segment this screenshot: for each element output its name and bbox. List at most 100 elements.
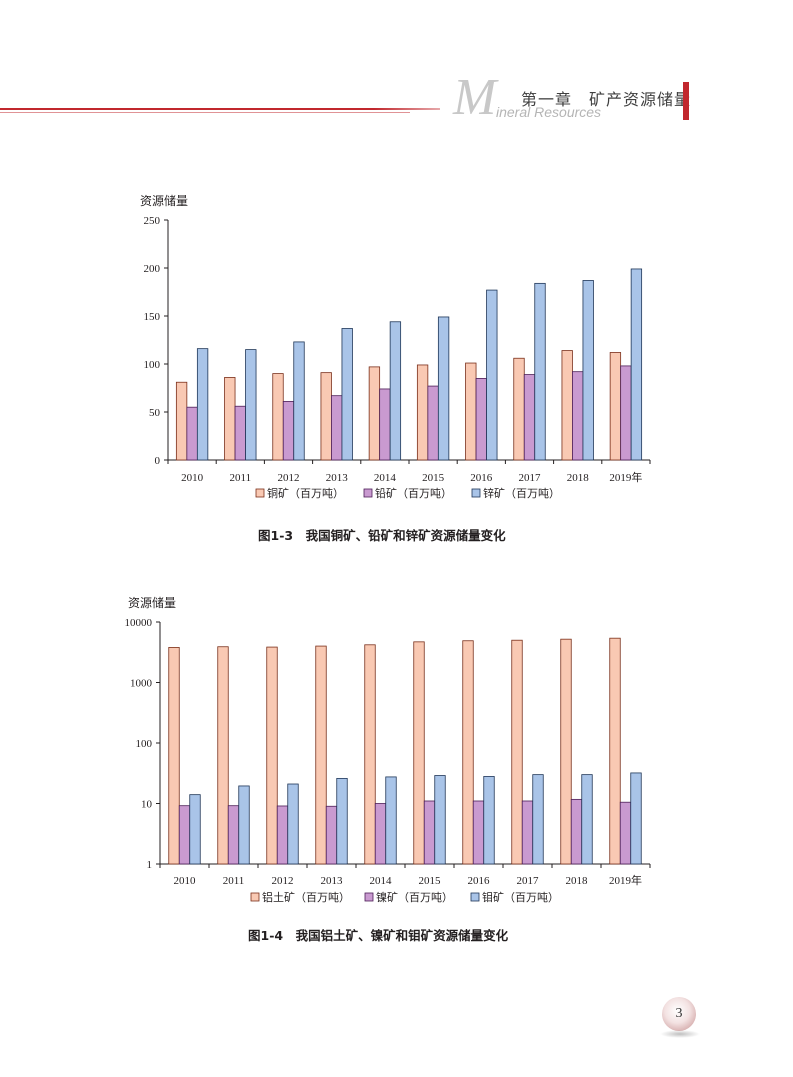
y-tick-label: 100 — [144, 359, 161, 371]
y-tick-label: 200 — [144, 263, 161, 275]
legend-label: 铅矿（百万吨） — [375, 486, 452, 500]
bar-1-2013 — [320, 372, 332, 461]
legend-swatch — [364, 892, 374, 902]
x-tick-label: 2018 — [566, 875, 589, 887]
figure-caption-1-4: 图1-4 我国铝土矿、镍矿和钼矿资源储量变化 — [248, 928, 509, 943]
x-tick-label: 2016 — [470, 472, 493, 484]
bar-2-2011 — [227, 805, 240, 865]
x-tick-label: 2010 — [181, 472, 204, 484]
bar-2-2010 — [186, 406, 198, 461]
bar-1-2018 — [560, 638, 572, 865]
legend-swatch — [255, 488, 265, 498]
bar-2-2013 — [325, 805, 338, 865]
bar-3-2011 — [245, 349, 257, 461]
bar-1-2015 — [413, 641, 425, 865]
bar-2-2016 — [475, 377, 487, 461]
x-tick-label: 2019年 — [609, 470, 642, 484]
bar-3-2011 — [238, 785, 250, 865]
bar-3-2016 — [483, 776, 495, 865]
bar-3-2010 — [189, 794, 201, 865]
y-tick-label: 100 — [136, 738, 153, 750]
bar-1-2017 — [511, 639, 523, 865]
bar-2-2018 — [572, 371, 584, 461]
bar-3-2015 — [437, 316, 450, 461]
y-tick-label: 50 — [149, 407, 161, 419]
bar-1-2012 — [272, 373, 284, 461]
bar-2-2017 — [523, 374, 536, 461]
bar-2-2014 — [374, 803, 387, 865]
header-rule — [0, 108, 440, 110]
y-axis-title: 资源储量 — [140, 193, 188, 208]
x-tick-label: 2018 — [567, 472, 590, 484]
bar-3-2012 — [287, 783, 299, 865]
legend-swatch — [470, 892, 480, 902]
x-tick-label: 2011 — [230, 472, 252, 484]
legend-label: 锌矿（百万吨） — [483, 486, 560, 500]
bar-2-2014 — [379, 388, 391, 461]
x-tick-label: 2010 — [174, 875, 197, 887]
bar-1-2013 — [315, 645, 327, 865]
bar-2-2012 — [282, 401, 295, 461]
bar-1-2018 — [561, 350, 573, 461]
x-tick-label: 2012 — [278, 472, 300, 484]
bar-3-2017 — [534, 282, 546, 461]
page-number-shadow — [660, 1030, 700, 1038]
bar-3-2018 — [582, 280, 594, 461]
x-tick-label: 2015 — [419, 875, 442, 887]
bar-3-2014 — [385, 776, 397, 865]
bar-1-2017 — [513, 357, 525, 461]
chapter-title: 第一章 矿产资源储量 — [521, 90, 692, 109]
x-tick-label: 2019年 — [609, 873, 642, 887]
legend-label: 铜矿（百万吨） — [267, 486, 344, 500]
bar-2-2018 — [570, 798, 583, 865]
y-tick-label: 0 — [155, 455, 161, 467]
bar-1-2011 — [217, 646, 229, 865]
legend-swatch — [471, 488, 481, 498]
x-tick-label: 2013 — [321, 875, 344, 887]
x-tick-label: 2015 — [422, 472, 445, 484]
legend-label: 铝土矿（百万吨） — [262, 890, 350, 904]
bar-2-2019年 — [620, 365, 632, 461]
bar-3-2016 — [486, 289, 498, 461]
bar-3-2018 — [581, 774, 593, 865]
bar-1-2012 — [266, 646, 278, 865]
y-tick-label: 10000 — [125, 617, 153, 629]
header-accent-bar — [683, 82, 689, 120]
y-tick-label: 10 — [141, 799, 153, 811]
bar-2-2011 — [234, 405, 246, 461]
bar-3-2014 — [389, 321, 402, 461]
bar-1-2019年 — [609, 352, 622, 461]
figure-caption-1-3: 图1-3 我国铜矿、铅矿和锌矿资源储量变化 — [258, 528, 506, 543]
x-tick-label: 2017 — [519, 472, 542, 484]
y-axis-title: 资源储量 — [128, 595, 176, 610]
header-rule-thin — [0, 112, 410, 113]
x-tick-label: 2012 — [272, 875, 294, 887]
legend-swatch — [250, 892, 260, 902]
x-tick-label: 2014 — [374, 472, 397, 484]
y-tick-label: 1000 — [130, 678, 153, 690]
y-tick-label: 250 — [144, 215, 161, 227]
bar-1-2014 — [364, 644, 376, 865]
y-tick-label: 150 — [144, 311, 161, 323]
bar-3-2010 — [196, 348, 209, 461]
x-tick-label: 2013 — [326, 472, 349, 484]
bar-1-2011 — [224, 377, 236, 461]
chapter-subtitle-en: ineral Resources — [496, 104, 602, 120]
bar-2-2013 — [331, 395, 343, 461]
bar-2-2019年 — [619, 801, 632, 865]
page-number: 3 — [662, 997, 696, 1031]
x-tick-label: 2014 — [370, 875, 393, 887]
bar-2-2016 — [472, 800, 485, 865]
bar-2-2012 — [276, 805, 289, 865]
bar-1-2019年 — [609, 637, 621, 865]
bar-3-2013 — [341, 328, 353, 461]
x-tick-label: 2016 — [468, 875, 491, 887]
y-tick-label: 1 — [147, 859, 153, 871]
bar-1-2016 — [462, 640, 474, 865]
bar-3-2015 — [434, 775, 446, 865]
x-tick-label: 2017 — [517, 875, 540, 887]
bar-1-2010 — [175, 381, 188, 461]
bar-3-2017 — [532, 774, 544, 865]
bar-2-2017 — [521, 800, 534, 865]
legend-label: 钼矿（百万吨） — [482, 890, 559, 904]
